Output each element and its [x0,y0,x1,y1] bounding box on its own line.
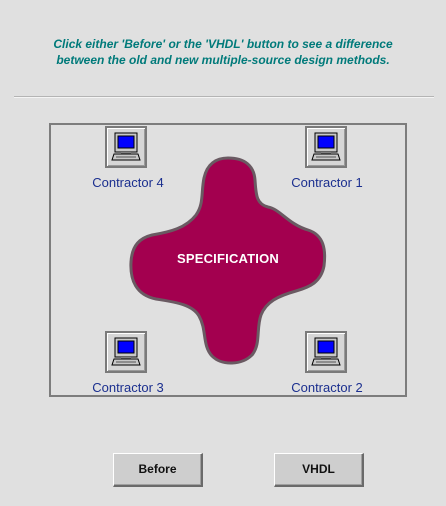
contractor-2-computer-icon [305,331,347,373]
specification-label: SPECIFICATION [176,251,280,266]
instructions-line-2: between the old and new multiple-source … [56,53,390,67]
specification-blob [129,156,327,365]
contractor-4-computer-icon [105,126,147,168]
contractor-1-label: Contractor 1 [291,175,363,190]
contractor-2-label: Contractor 2 [291,380,363,395]
contractor-4-label: Contractor 4 [92,175,164,190]
horizontal-separator [14,96,434,98]
contractor-3-label: Contractor 3 [92,380,164,395]
vhdl-button[interactable]: VHDL [274,453,364,487]
contractor-1-computer-icon [305,126,347,168]
design-diagram-frame [49,123,407,397]
instructions-line-1: Click either 'Before' or the 'VHDL' butt… [53,37,393,51]
instructions-text: Click either 'Before' or the 'VHDL' butt… [10,36,436,68]
contractor-3-computer-icon [105,331,147,373]
before-button[interactable]: Before [113,453,203,487]
